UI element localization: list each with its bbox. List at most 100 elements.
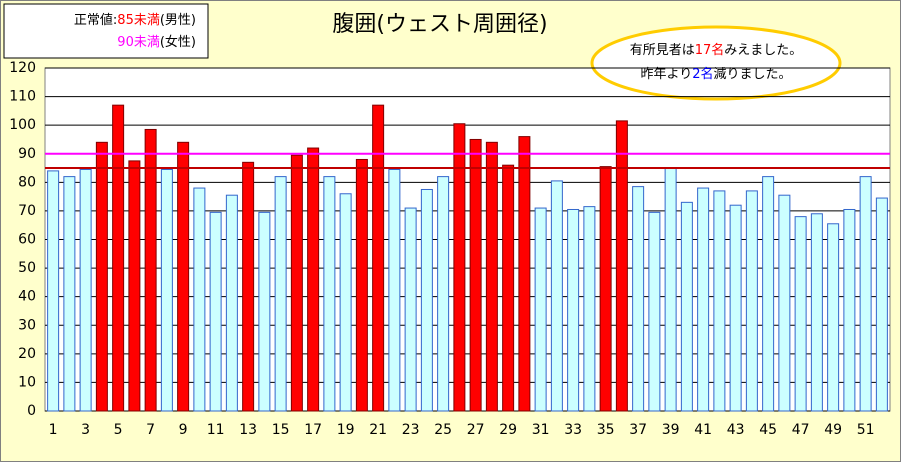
bar — [859, 176, 872, 412]
annotation-text: みえました。 — [724, 43, 802, 58]
bar — [95, 141, 108, 412]
bar — [502, 164, 515, 412]
y-tick-label: 80 — [18, 174, 36, 190]
x-tick-label: 49 — [824, 422, 842, 438]
x-tick-label: 27 — [467, 422, 485, 438]
x-tick-label: 13 — [239, 422, 257, 438]
annotation-text: 有所見者は — [630, 43, 695, 58]
x-tick-label: 33 — [564, 422, 582, 438]
y-tick-label: 120 — [9, 60, 36, 76]
bar — [615, 120, 628, 412]
y-tick-label: 40 — [18, 289, 36, 305]
bar — [729, 204, 742, 412]
legend_box-text: 85未満 — [117, 13, 160, 28]
y-tick-label: 10 — [18, 374, 36, 390]
bar — [827, 223, 840, 412]
bar — [664, 167, 677, 412]
bar — [453, 123, 466, 412]
legend_box-text: (女性) — [160, 34, 196, 50]
bar — [177, 141, 190, 412]
x-tick-label: 51 — [857, 422, 875, 438]
chart-title: 腹囲(ウェスト周囲径) — [332, 12, 547, 37]
x-tick-label: 35 — [597, 422, 615, 438]
bar — [437, 176, 450, 412]
bar — [534, 207, 547, 412]
bar — [274, 176, 287, 412]
bar — [648, 211, 661, 412]
bar — [242, 161, 255, 412]
x-tick-label: 41 — [694, 422, 712, 438]
bar — [762, 176, 775, 412]
bar — [794, 216, 807, 412]
x-tick-label: 29 — [499, 422, 517, 438]
x-tick-label: 11 — [207, 422, 225, 438]
bar — [290, 154, 303, 412]
bar — [160, 168, 173, 412]
x-tick-label: 25 — [434, 422, 452, 438]
x-tick-label: 37 — [629, 422, 647, 438]
legend_box-line: 正常値:85未満(男性) — [74, 12, 196, 28]
y-tick-label: 110 — [9, 89, 36, 105]
x-tick-label: 45 — [759, 422, 777, 438]
x-tick-label: 23 — [402, 422, 420, 438]
legend_box-text: (男性) — [160, 13, 196, 28]
legend_box-text: 正常値: — [74, 12, 117, 28]
bar — [323, 176, 336, 412]
x-tick-label: 15 — [272, 422, 290, 438]
bar — [355, 158, 368, 412]
y-tick-label: 30 — [18, 317, 36, 333]
bar — [209, 211, 222, 412]
bar — [225, 194, 238, 412]
bar — [144, 128, 157, 412]
annotation-line: 昨年より2名減りました。 — [640, 66, 791, 82]
legend_box-text: 90未満 — [117, 35, 160, 50]
annotation-oval — [590, 25, 842, 101]
bar — [485, 141, 498, 412]
annotation-text: 昨年より — [640, 67, 692, 82]
legend-box — [3, 3, 209, 59]
bar — [778, 194, 791, 412]
bar — [404, 207, 417, 412]
bar — [388, 168, 401, 412]
bar — [875, 197, 888, 412]
x-tick-label: 19 — [337, 422, 355, 438]
bar — [632, 186, 645, 412]
y-tick-label: 70 — [18, 203, 36, 219]
x-tick-label: 39 — [662, 422, 680, 438]
x-tick-label: 21 — [369, 422, 387, 438]
x-tick-label: 17 — [304, 422, 322, 438]
bar — [469, 138, 482, 412]
x-tick-label: 3 — [81, 422, 90, 438]
annotation-line: 有所見者は17名みえました。 — [630, 42, 803, 58]
bar — [697, 187, 710, 412]
annotation-text: 減りました。 — [714, 66, 792, 82]
bar — [372, 104, 385, 412]
bar — [63, 176, 76, 412]
bar — [843, 208, 856, 412]
bar — [583, 206, 596, 412]
x-tick-label: 31 — [532, 422, 550, 438]
bar — [680, 201, 693, 412]
y-tick-label: 20 — [18, 346, 36, 362]
bar — [810, 213, 823, 412]
bar — [420, 188, 433, 412]
y-tick-label: 100 — [9, 117, 36, 133]
x-tick-label: 9 — [179, 422, 188, 438]
x-tick-label: 5 — [114, 422, 123, 438]
bar — [112, 104, 125, 412]
bar — [599, 166, 612, 412]
x-tick-label: 47 — [792, 422, 810, 438]
bar — [518, 136, 531, 412]
bar — [339, 193, 352, 412]
bar — [79, 168, 92, 412]
x-tick-label: 7 — [146, 422, 155, 438]
y-tick-label: 60 — [18, 232, 36, 248]
bar — [713, 190, 726, 412]
bar — [47, 170, 60, 412]
y-tick-label: 50 — [18, 260, 36, 276]
x-tick-label: 1 — [49, 422, 58, 438]
legend_box-line: 90未満(女性) — [117, 34, 196, 50]
bar — [193, 187, 206, 412]
bar — [307, 147, 320, 412]
